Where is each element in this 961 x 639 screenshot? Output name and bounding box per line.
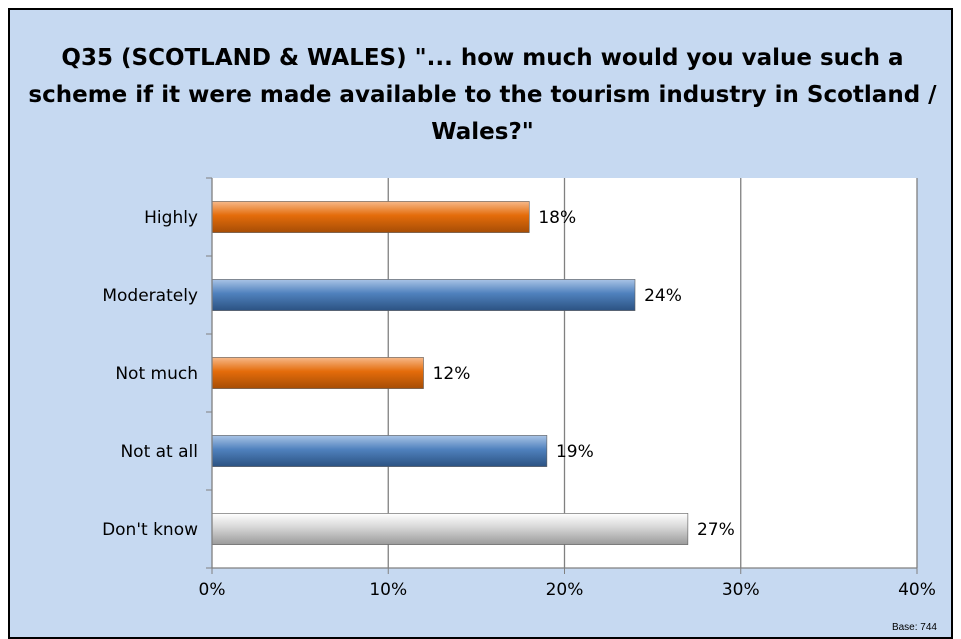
x-tick-label: 10% (369, 580, 407, 600)
value-label: 27% (697, 520, 735, 540)
value-label: 12% (433, 364, 471, 384)
category-label: Don't know (102, 520, 198, 540)
category-label: Not at all (120, 442, 198, 462)
value-label: 24% (644, 286, 682, 306)
x-tick-label: 30% (722, 580, 760, 600)
chart-frame: Q35 (SCOTLAND & WALES) "... how much wou… (8, 8, 953, 639)
labels: 0% 10% 20% 30% 40% Highly 18% Moderately 24% Not … (102, 208, 936, 600)
chart-title: Q35 (SCOTLAND & WALES) "... how much wou… (28, 45, 937, 145)
bars (211, 201, 689, 545)
x-tick-label: 20% (546, 580, 584, 600)
x-tick-label: 40% (898, 580, 936, 600)
category-label: Highly (144, 208, 198, 228)
category-label: Not much (115, 364, 198, 384)
category-label: Moderately (102, 286, 198, 306)
base-footnote: Base: 744 (891, 622, 937, 633)
x-tick-label: 0% (199, 580, 226, 600)
value-label: 19% (556, 442, 594, 462)
bar-don-t-know (211, 513, 689, 545)
bar-moderately (211, 279, 636, 311)
axes (206, 177, 918, 574)
bar-highly (211, 201, 530, 233)
bar-chart: 0% 10% 20% 30% 40% Highly 18% Moderately 24% Not … (102, 177, 936, 600)
bar-not-at-all (211, 435, 548, 467)
bar-not-much (211, 357, 424, 389)
value-label: 18% (538, 208, 576, 228)
